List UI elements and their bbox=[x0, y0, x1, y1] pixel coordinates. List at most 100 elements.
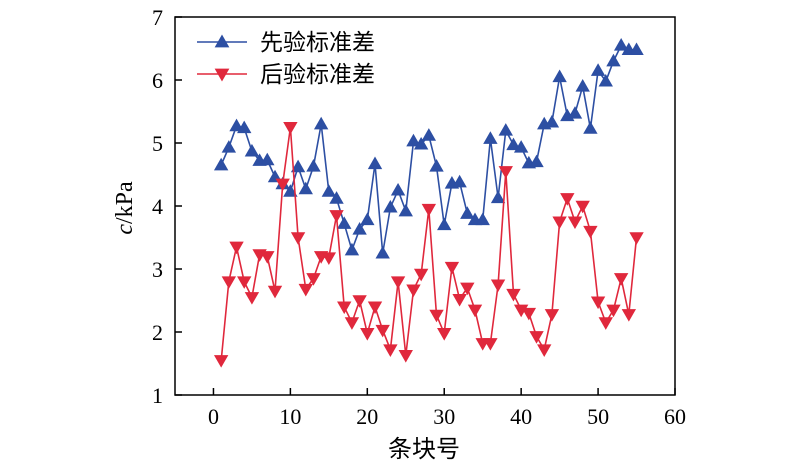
data-point bbox=[244, 292, 260, 305]
data-point bbox=[529, 154, 544, 168]
data-point bbox=[398, 350, 413, 363]
data-point bbox=[437, 327, 452, 341]
data-point bbox=[429, 309, 444, 323]
y-tick-label: 5 bbox=[152, 131, 163, 156]
legend-entry-2: 后验标准差 bbox=[197, 62, 375, 88]
data-point bbox=[283, 121, 298, 135]
legend-label: 后验标准差 bbox=[260, 62, 375, 88]
data-point bbox=[398, 203, 413, 217]
data-point bbox=[383, 199, 398, 213]
data-point bbox=[298, 181, 313, 195]
data-point bbox=[537, 344, 552, 357]
data-point bbox=[337, 301, 352, 315]
data-point bbox=[421, 203, 437, 217]
x-tick-label: 40 bbox=[510, 404, 532, 429]
data-point bbox=[321, 252, 337, 265]
x-tick-label: 60 bbox=[664, 404, 686, 429]
data-point bbox=[544, 309, 560, 322]
data-point bbox=[375, 245, 390, 259]
data-point bbox=[221, 140, 237, 153]
data-point bbox=[321, 184, 337, 197]
y-tick-label: 3 bbox=[152, 257, 163, 282]
plot-area bbox=[213, 38, 644, 368]
data-point bbox=[467, 304, 483, 318]
x-axis-title: 条块号 bbox=[388, 435, 460, 463]
data-point bbox=[483, 338, 498, 351]
data-point bbox=[606, 304, 621, 318]
data-point bbox=[237, 276, 252, 289]
y-axis-title-symbol: c bbox=[112, 224, 138, 235]
x-tick-label: 10 bbox=[279, 404, 301, 429]
data-point bbox=[360, 212, 375, 226]
legend-marker bbox=[214, 68, 230, 82]
data-point bbox=[490, 190, 506, 204]
data-point bbox=[229, 118, 244, 132]
legend-entry-1: 先验标准差 bbox=[197, 30, 375, 56]
data-point bbox=[352, 295, 367, 308]
data-point bbox=[244, 143, 260, 157]
data-point bbox=[598, 73, 613, 87]
data-point bbox=[606, 53, 621, 67]
data-point bbox=[613, 38, 629, 51]
data-point bbox=[483, 131, 498, 144]
data-point bbox=[283, 184, 298, 197]
data-point bbox=[490, 279, 506, 293]
data-point bbox=[329, 210, 344, 223]
y-tick-label: 1 bbox=[152, 383, 163, 408]
data-point bbox=[260, 251, 275, 264]
data-point bbox=[221, 276, 237, 289]
data-point bbox=[552, 216, 567, 230]
data-point bbox=[406, 284, 421, 298]
data-point bbox=[498, 123, 513, 136]
axes: 0 10 20 30 40 50 60 1 2 3 4 5 6 7 bbox=[152, 5, 686, 429]
x-tick-label: 30 bbox=[433, 404, 455, 429]
data-point bbox=[290, 159, 306, 173]
y-tick-label: 2 bbox=[152, 320, 163, 345]
data-point bbox=[521, 307, 537, 321]
y-axis-title: c/kPa bbox=[112, 181, 138, 235]
data-point bbox=[544, 114, 560, 128]
y-tick-label: 4 bbox=[152, 194, 163, 219]
data-point bbox=[413, 136, 429, 150]
data-point bbox=[260, 152, 275, 166]
series-1 bbox=[213, 38, 644, 259]
data-point bbox=[406, 133, 421, 147]
legend-marker bbox=[214, 34, 230, 48]
data-point bbox=[590, 296, 606, 310]
data-point bbox=[390, 182, 406, 196]
data-point bbox=[460, 282, 475, 296]
data-point bbox=[613, 273, 629, 286]
data-point bbox=[529, 331, 544, 344]
data-point bbox=[567, 216, 583, 230]
data-point bbox=[306, 273, 321, 286]
data-point bbox=[375, 324, 390, 338]
data-point bbox=[390, 276, 406, 289]
data-point bbox=[513, 140, 529, 153]
data-point bbox=[460, 206, 475, 219]
data-point bbox=[621, 309, 637, 322]
data-point bbox=[360, 327, 375, 341]
data-point bbox=[437, 217, 452, 231]
data-point bbox=[583, 121, 598, 134]
legend-label: 先验标准差 bbox=[260, 30, 375, 56]
data-point bbox=[629, 232, 644, 245]
data-point bbox=[598, 317, 613, 330]
data-point bbox=[352, 222, 367, 235]
data-point bbox=[329, 191, 344, 204]
data-point bbox=[575, 200, 590, 214]
x-tick-label: 50 bbox=[587, 404, 609, 429]
data-point bbox=[367, 156, 383, 170]
data-point bbox=[298, 283, 313, 297]
data-point bbox=[213, 157, 229, 171]
x-tick-label: 20 bbox=[356, 404, 378, 429]
y-tick-label: 7 bbox=[152, 5, 163, 30]
data-point bbox=[367, 301, 383, 315]
data-point bbox=[452, 293, 467, 307]
data-point bbox=[290, 232, 306, 245]
data-point bbox=[237, 120, 252, 134]
data-point bbox=[629, 42, 644, 56]
data-point bbox=[313, 116, 329, 130]
data-point bbox=[506, 288, 521, 302]
